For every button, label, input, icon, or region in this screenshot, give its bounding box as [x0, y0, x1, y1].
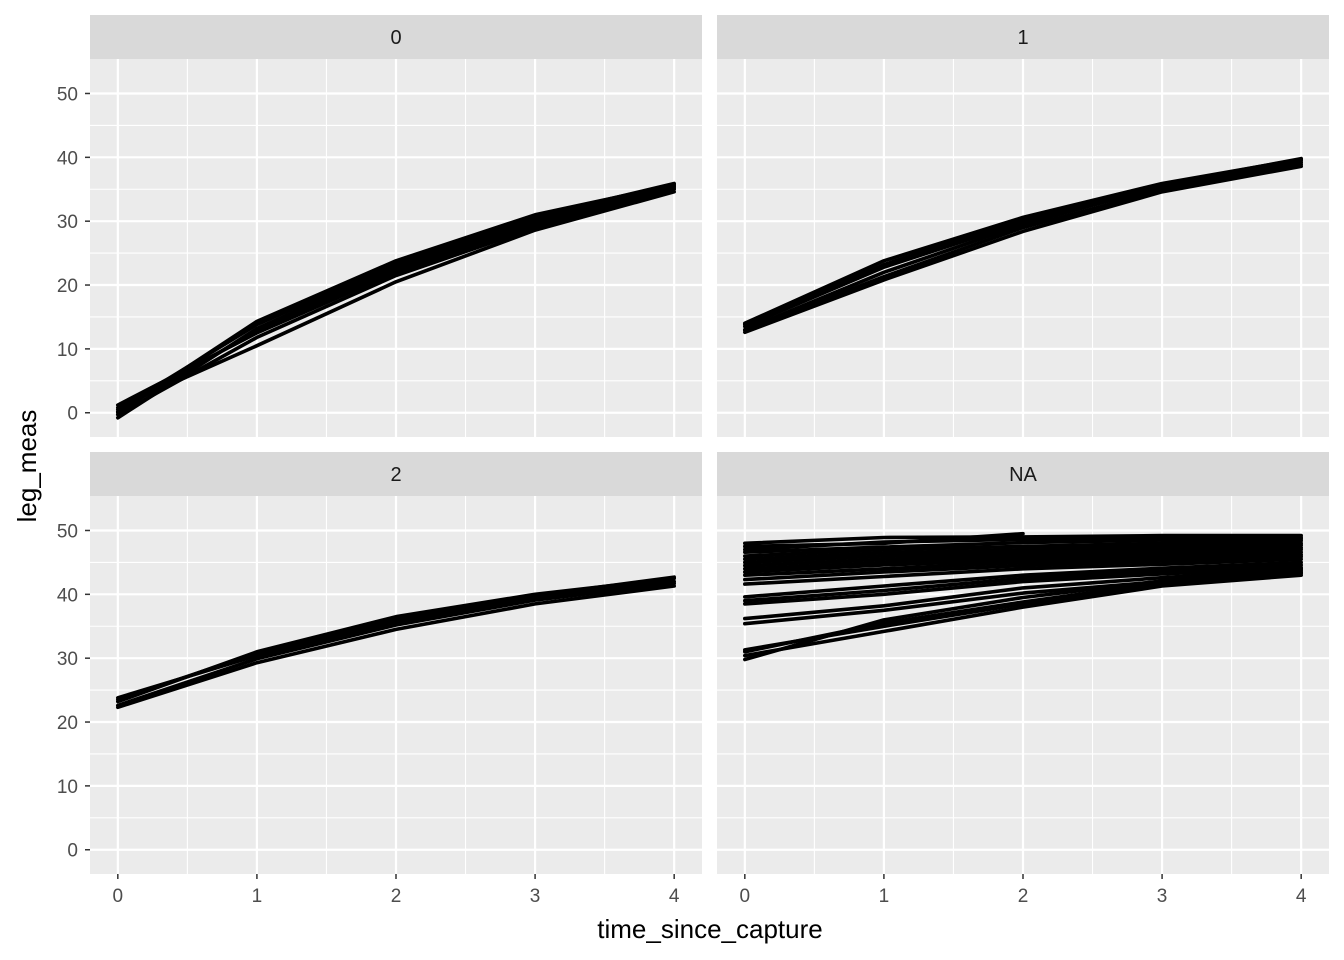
series-line — [742, 538, 1303, 558]
series-line — [742, 550, 1303, 574]
series-line — [742, 560, 1303, 599]
series-line — [116, 187, 677, 417]
y-tick-label: 40 — [57, 585, 78, 606]
series-line — [742, 570, 1303, 654]
series-line — [742, 164, 1303, 335]
y-tick-label: 20 — [57, 713, 78, 734]
series-line — [742, 547, 1303, 571]
y-tick-label: 30 — [57, 212, 78, 233]
x-axis-title: time_since_capture — [597, 914, 822, 944]
series-line — [742, 162, 1303, 333]
facet-strip — [90, 15, 702, 59]
y-tick-label: 0 — [67, 404, 78, 425]
series-line — [742, 565, 1303, 606]
series-line — [742, 563, 1303, 603]
facet-label: 1 — [1017, 27, 1028, 49]
facet-panel: NA 0 1 2 3 4 — [717, 452, 1329, 907]
facet-strip — [717, 15, 1329, 59]
series-line — [742, 573, 1303, 658]
series-line — [742, 554, 1303, 582]
series-line — [742, 533, 1303, 546]
x-tick-label: 2 — [391, 886, 402, 907]
series-line — [742, 543, 1303, 565]
facet-panel: 0 0 10 20 30 40 50 — [57, 15, 702, 437]
x-tick-label: 1 — [879, 886, 890, 907]
y-tick-label: 10 — [57, 340, 78, 361]
series-line — [742, 545, 1303, 568]
x-tick-label: 1 — [252, 886, 263, 907]
series-line — [116, 181, 677, 412]
facet-strip — [717, 452, 1329, 496]
x-tick-label: 4 — [669, 886, 680, 907]
x-tick-label: 4 — [1296, 886, 1307, 907]
series-line — [116, 575, 677, 702]
y-tick-label: 50 — [57, 521, 78, 542]
x-tick-label: 0 — [740, 886, 751, 907]
series-line — [742, 156, 1303, 327]
facet-label: 0 — [390, 27, 401, 49]
series-line — [742, 541, 1303, 562]
y-tick-label: 0 — [67, 841, 78, 862]
series-line — [742, 557, 1303, 586]
facet-label: NA — [1009, 464, 1037, 486]
y-tick-label: 30 — [57, 649, 78, 670]
series-line — [742, 552, 1303, 578]
series-line — [116, 190, 677, 410]
y-tick-label: 20 — [57, 276, 78, 297]
x-tick-label: 2 — [1018, 886, 1029, 907]
y-tick-label: 40 — [57, 148, 78, 169]
facet-label: 2 — [390, 464, 401, 486]
series-line — [116, 184, 677, 414]
series-line — [742, 160, 1303, 329]
x-tick-label: 3 — [530, 886, 541, 907]
y-axis-title: leg_meas — [12, 410, 42, 523]
facet-strip — [90, 452, 702, 496]
series-line — [116, 584, 677, 710]
facet-panel: 1 — [717, 15, 1329, 437]
series-line — [742, 536, 1303, 555]
y-tick-label: 10 — [57, 777, 78, 798]
series-line — [742, 566, 1303, 621]
series-line — [116, 581, 677, 708]
x-tick-label: 3 — [1157, 886, 1168, 907]
series-line — [742, 535, 1303, 552]
x-tick-label: 0 — [113, 886, 124, 907]
y-tick-label: 50 — [57, 84, 78, 105]
